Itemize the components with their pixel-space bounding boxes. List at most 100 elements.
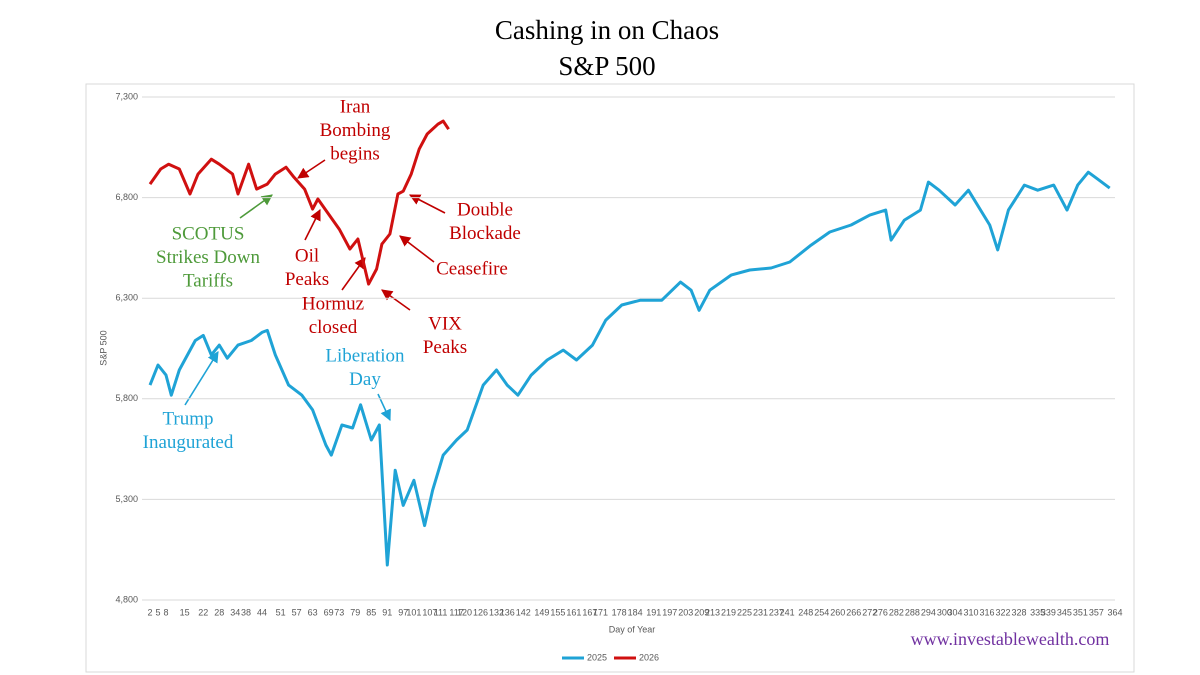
x-tick-label: 248 [798, 607, 813, 617]
x-tick-label: 73 [334, 607, 344, 617]
x-tick-label: 345 [1057, 607, 1072, 617]
x-tick-label: 351 [1073, 607, 1088, 617]
x-tick-label: 294 [921, 607, 936, 617]
annotation: Hormuz [302, 293, 364, 314]
x-tick-label: 15 [180, 607, 190, 617]
annotation: closed [309, 317, 358, 338]
legend-label: 2025 [587, 652, 607, 662]
x-tick-label: 69 [324, 607, 334, 617]
x-tick-label: 288 [905, 607, 920, 617]
arrow [239, 194, 273, 219]
x-tick-label: 91 [382, 607, 392, 617]
x-tick-label: 120 [457, 607, 472, 617]
x-tick-label: 364 [1107, 607, 1122, 617]
x-tick-label: 136 [500, 607, 515, 617]
arrow [381, 289, 411, 311]
x-tick-label: 132 [489, 607, 504, 617]
x-tick-label: 107 [422, 607, 437, 617]
x-tick-label: 111 [434, 607, 448, 617]
x-tick-label: 328 [1012, 607, 1027, 617]
x-tick-label: 241 [780, 607, 795, 617]
chart-title: S&P 500 [558, 51, 655, 81]
source: www.investablewealth.com [911, 629, 1110, 649]
x-tick-label: 85 [366, 607, 376, 617]
x-tick-label: 310 [964, 607, 979, 617]
chart-frame [85, 83, 1135, 673]
chart-title: Cashing in on Chaos [495, 15, 719, 45]
x-tick-label: 155 [550, 607, 565, 617]
x-tick-label: 266 [846, 607, 861, 617]
x-tick-label: 282 [889, 607, 904, 617]
annotation: Blockade [449, 223, 521, 244]
annotation: Inaugurated [143, 432, 234, 453]
x-tick-label: 213 [705, 607, 720, 617]
x-tick-label: 101 [406, 607, 421, 617]
arrow [377, 393, 391, 422]
x-tick-label: 276 [873, 607, 888, 617]
x-tick-label: 225 [737, 607, 752, 617]
y-tick-label: 7,300 [115, 91, 138, 101]
x-tick-label: 304 [948, 607, 963, 617]
annotation: SCOTUS [172, 223, 245, 244]
x-tick-label: 22 [198, 607, 208, 617]
annotation: VIX [428, 313, 462, 334]
x-tick-label: 254 [814, 607, 829, 617]
x-tick-label: 300 [937, 607, 952, 617]
x-tick-label: 357 [1089, 607, 1104, 617]
x-tick-label: 51 [276, 607, 286, 617]
x-tick-label: 142 [516, 607, 531, 617]
annotation: Peaks [423, 337, 467, 358]
x-tick-label: 161 [566, 607, 581, 617]
y-tick-label: 4,800 [115, 594, 138, 604]
x-tick-label: 34 [230, 607, 240, 617]
y-tick-label: 5,300 [115, 494, 138, 504]
arrow [341, 257, 366, 291]
annotation: Bombing [320, 120, 391, 141]
x-tick-label: 5 [155, 607, 160, 617]
x-tick-label: 28 [214, 607, 224, 617]
series-line [148, 119, 450, 286]
y-tick-label: 6,800 [115, 192, 138, 202]
x-tick-label: 191 [646, 607, 661, 617]
x-tick-label: 44 [257, 607, 267, 617]
x-tick-label: 219 [721, 607, 736, 617]
x-tick-label: 316 [980, 607, 995, 617]
y-tick-label: 6,300 [115, 293, 138, 303]
x-tick-label: 209 [694, 607, 709, 617]
x-tick-label: 322 [996, 607, 1011, 617]
x-tick-label: 8 [163, 607, 168, 617]
y-tick-label: 5,800 [115, 393, 138, 403]
x-tick-label: 57 [292, 607, 302, 617]
annotation: Liberation [325, 345, 405, 366]
legend-label: 2026 [639, 652, 659, 662]
x-tick-label: 335 [1030, 607, 1045, 617]
annotation: Strikes Down [156, 247, 260, 268]
annotation: Day [349, 369, 381, 390]
series-line [148, 170, 1111, 567]
x-axis-label: Day of Year [609, 624, 656, 634]
annotation: Peaks [285, 269, 329, 290]
annotation: begins [330, 143, 380, 164]
x-tick-label: 197 [662, 607, 677, 617]
x-tick-label: 63 [308, 607, 318, 617]
annotation: Iran [340, 96, 371, 117]
arrow [297, 159, 326, 179]
x-tick-label: 237 [769, 607, 784, 617]
x-tick-label: 272 [862, 607, 877, 617]
y-axis-label: S&P 500 [98, 330, 108, 365]
x-tick-label: 38 [241, 607, 251, 617]
x-tick-label: 117 [449, 607, 463, 617]
x-tick-label: 260 [830, 607, 845, 617]
x-tick-label: 184 [628, 607, 643, 617]
x-tick-label: 149 [534, 607, 549, 617]
arrow [184, 351, 219, 406]
x-tick-label: 167 [582, 607, 597, 617]
x-tick-label: 79 [350, 607, 360, 617]
x-tick-label: 178 [612, 607, 627, 617]
x-tick-label: 203 [678, 607, 693, 617]
annotation: Tariffs [183, 270, 233, 291]
x-tick-label: 339 [1041, 607, 1056, 617]
x-tick-label: 97 [398, 607, 408, 617]
annotation: Oil [295, 245, 319, 266]
